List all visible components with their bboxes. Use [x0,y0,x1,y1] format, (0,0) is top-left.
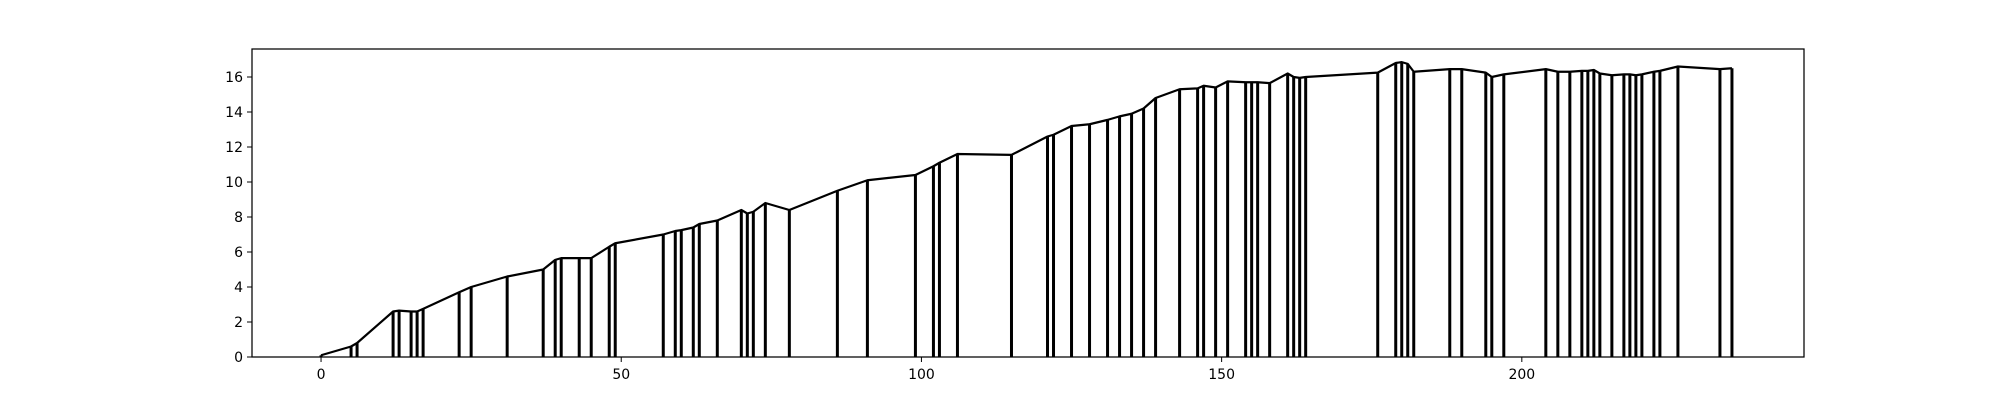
y-tick-label: 14 [225,105,243,121]
plot-frame [251,48,1805,358]
x-tick-label: 0 [317,367,326,383]
y-tick-label: 10 [225,175,243,191]
x-tick-label: 150 [1208,367,1235,383]
x-tick-label: 50 [612,367,630,383]
x-tick-label: 100 [908,367,935,383]
y-tick-label: 16 [225,70,243,86]
y-tick-label: 4 [234,280,243,296]
x-tick-label: 200 [1508,367,1535,383]
x-axis: 0 50 100 150 200 [317,357,1535,383]
series-line [320,61,1733,357]
stems-group [319,62,1734,357]
y-tick-label: 12 [225,140,243,156]
y-tick-label: 2 [234,315,243,331]
y-tick-label: 6 [234,245,243,261]
y-tick-label: 0 [234,350,243,366]
y-axis: 0 2 4 6 8 10 12 14 16 [225,70,252,366]
y-tick-label: 8 [234,210,243,226]
